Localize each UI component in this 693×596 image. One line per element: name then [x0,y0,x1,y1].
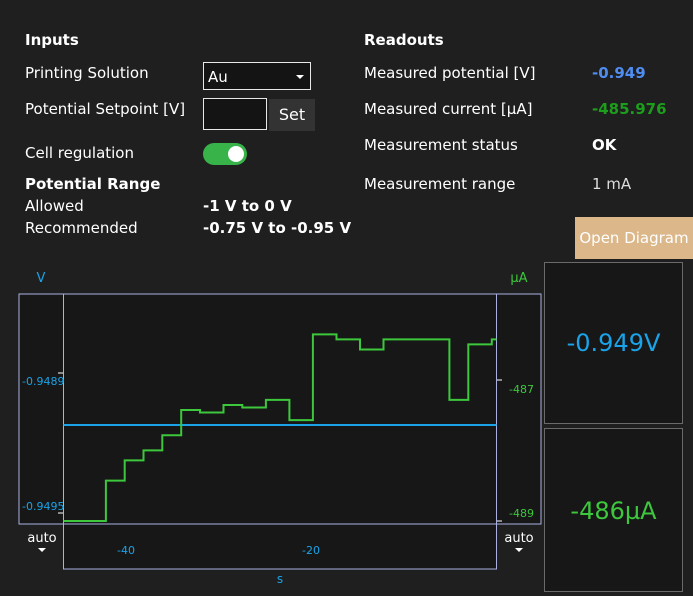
measured-potential-label: Measured potential [V] [364,64,536,82]
potential-display-panel: -0.949V [544,262,683,424]
live-chart: V µA -0.9489 -0.9495 -487 -489 -40 -20 s [18,271,542,586]
chevron-down-icon [515,548,523,552]
recommended-value: -0.75 V to -0.95 V [203,219,352,237]
set-button[interactable]: Set [269,99,315,131]
y-right-scale-dropdown[interactable]: auto [504,531,534,552]
y-right-axis-label: µA [510,271,527,286]
inputs-heading: Inputs [25,31,79,49]
x-axis-box [63,523,497,570]
measurement-range-value: 1 mA [592,175,632,193]
y-right-scale-value: auto [504,531,534,546]
x-axis-label: s [277,572,283,586]
x-tick-label: -20 [302,544,320,557]
measurement-range-label: Measurement range [364,175,516,193]
allowed-label: Allowed [25,197,84,215]
chevron-down-icon [296,75,304,79]
chart-frame [18,293,542,525]
printing-solution-dropdown[interactable]: Au [203,62,311,90]
toggle-knob [228,146,244,162]
measured-current-value: -485.976 [592,100,667,118]
measured-current-label: Measured current [µA] [364,100,533,118]
y-right-tick-label: -487 [509,383,534,396]
potential-setpoint-input[interactable] [203,98,267,130]
y-left-scale-dropdown[interactable]: auto [27,531,57,552]
x-tick-label: -40 [117,544,135,557]
measurement-status-label: Measurement status [364,136,518,154]
axis-ticks [58,372,502,522]
printing-solution-value: Au [208,68,228,86]
cell-regulation-toggle[interactable] [203,143,247,165]
cell-regulation-label: Cell regulation [25,144,134,162]
y-right-tick-label: -489 [509,507,534,520]
y-left-tick-label: -0.9495 [22,500,64,513]
measured-potential-value: -0.949 [592,64,646,82]
chevron-down-icon [38,548,46,552]
potential-setpoint-label: Potential Setpoint [V] [25,100,186,118]
open-diagram-button[interactable]: Open Diagram [575,217,693,259]
y-left-tick-label: -0.9489 [22,375,64,388]
current-display-panel: -486µA [544,428,683,592]
y-left-scale-value: auto [27,531,57,546]
printing-solution-label: Printing Solution [25,64,149,82]
measurement-status-value: OK [592,136,617,154]
y-left-axis-label: V [37,271,46,286]
readouts-heading: Readouts [364,31,444,49]
big-current-value: -486µA [570,497,657,525]
recommended-label: Recommended [25,219,138,237]
big-potential-value: -0.949V [566,329,661,357]
allowed-value: -1 V to 0 V [203,197,292,215]
series-line-current [63,333,497,522]
potential-range-heading: Potential Range [25,175,161,193]
